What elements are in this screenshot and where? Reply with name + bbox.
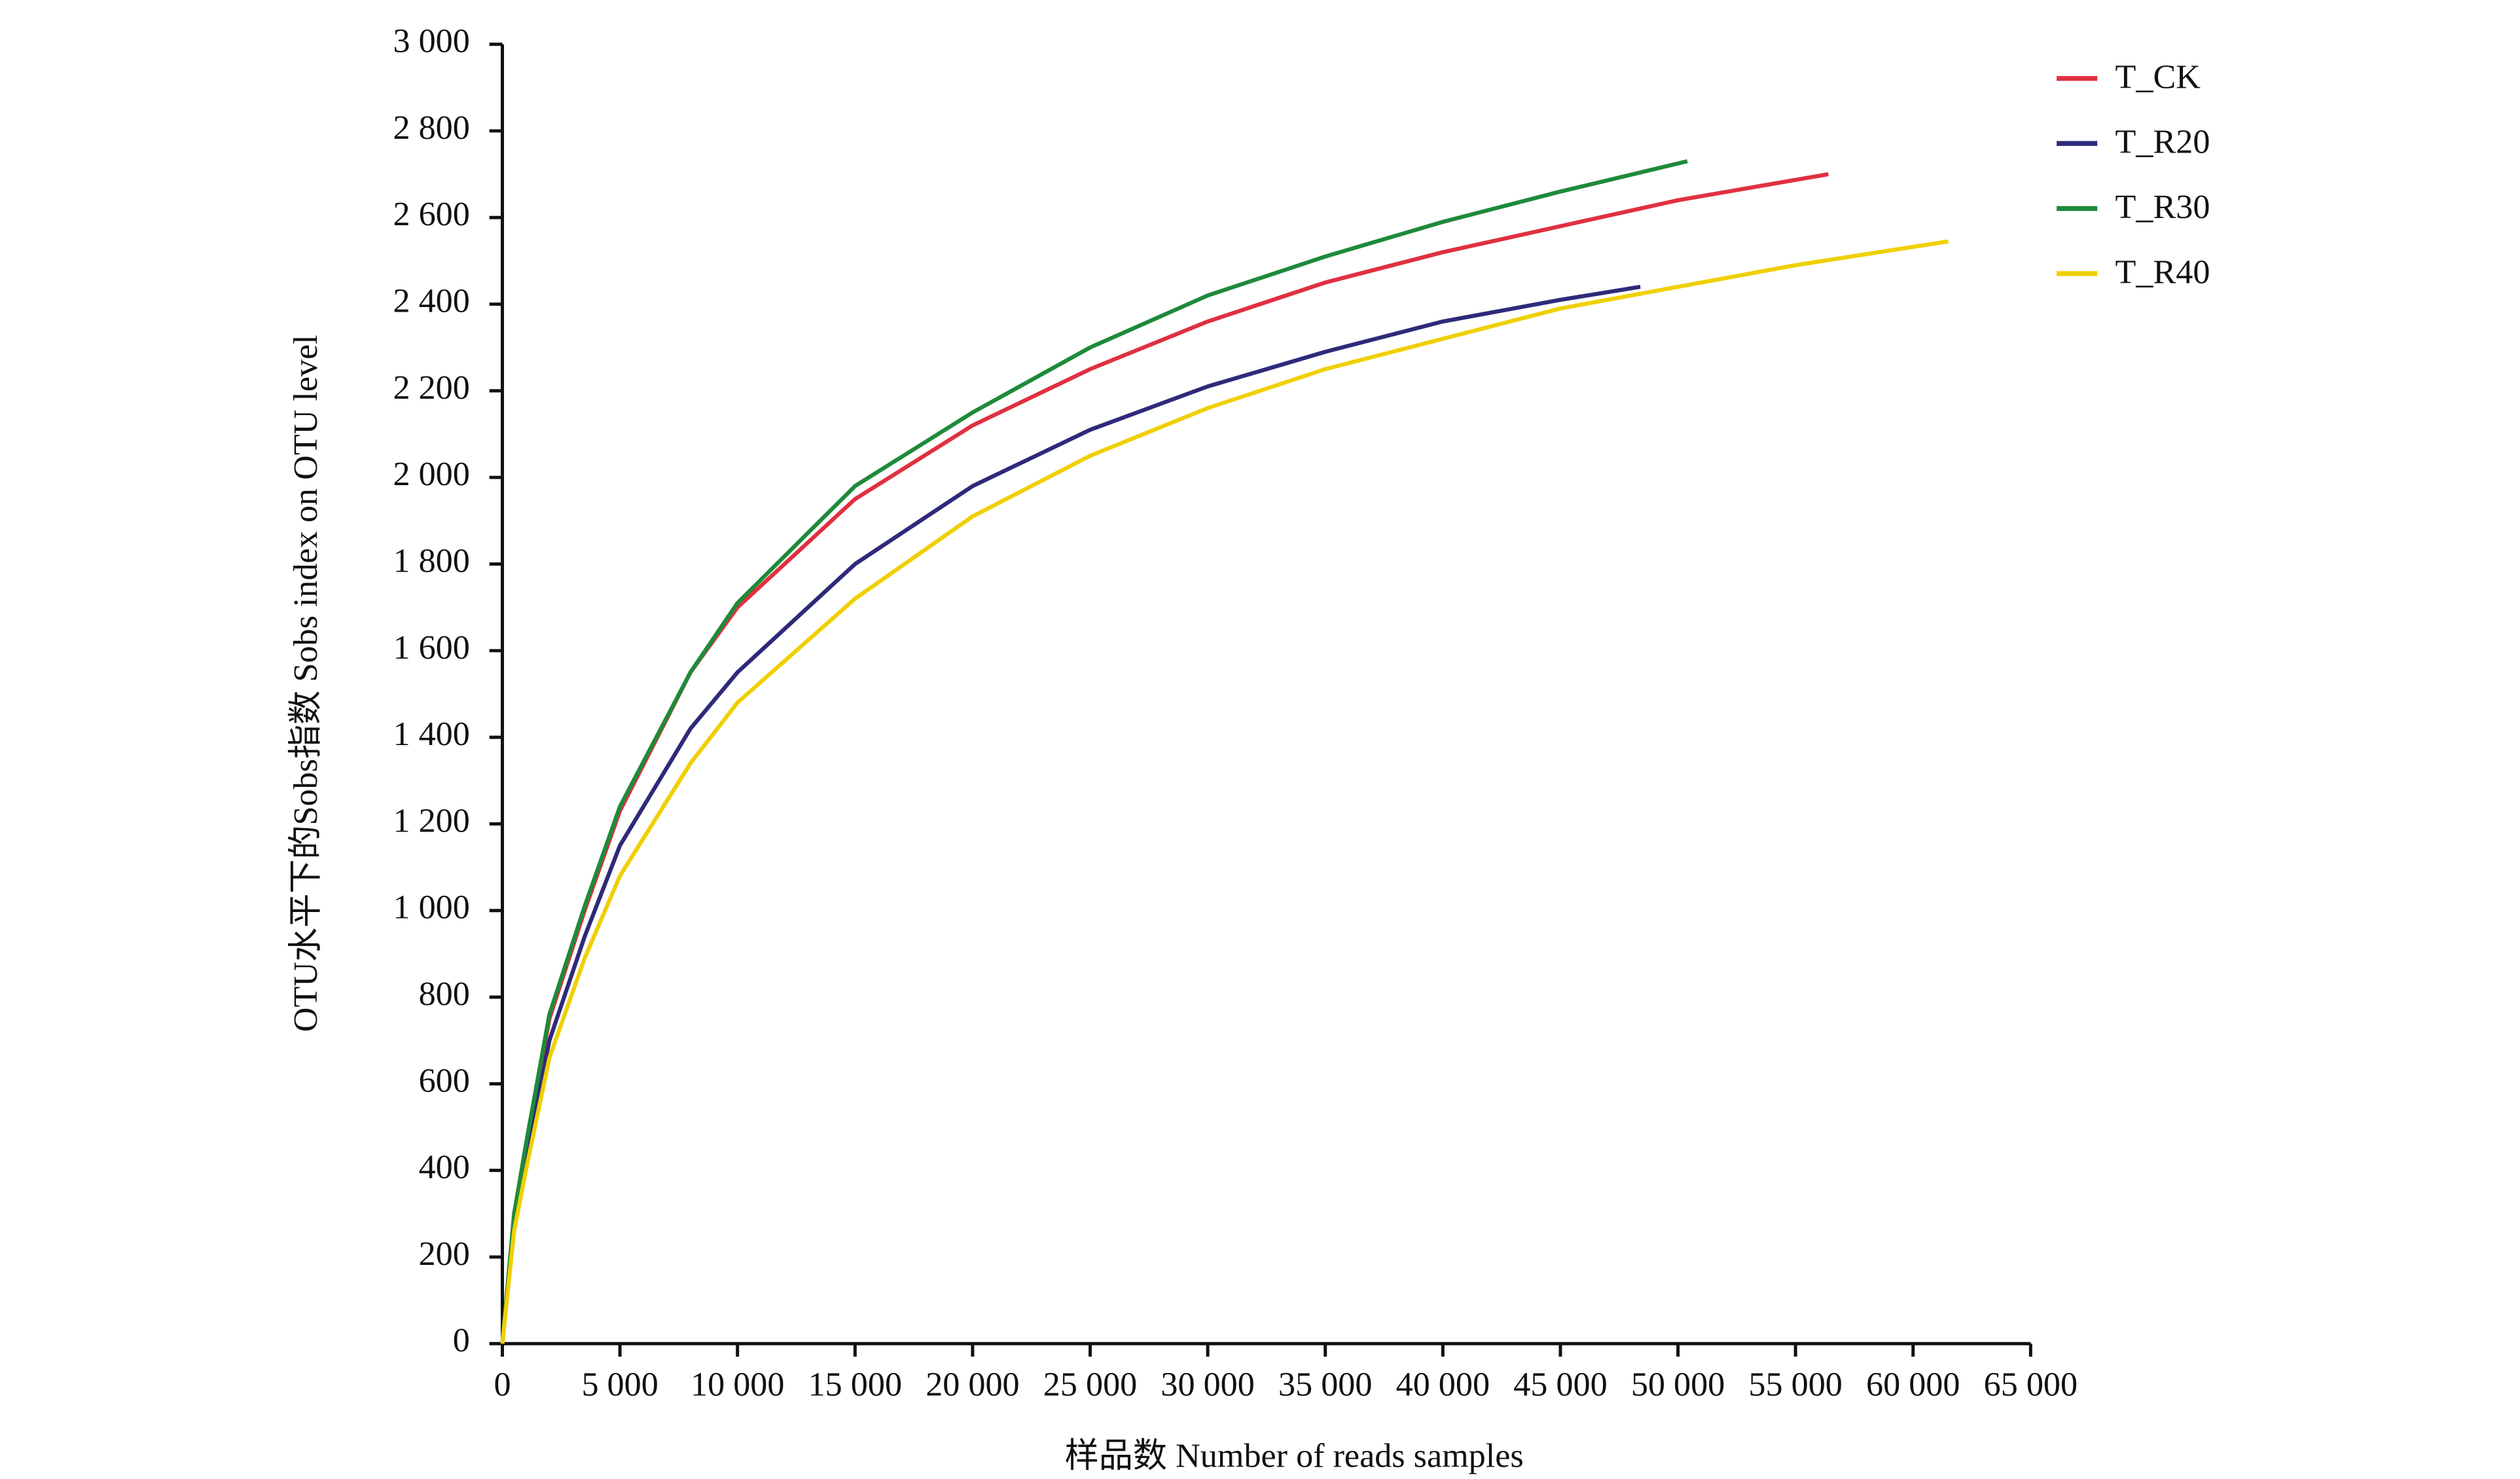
y-tick-label: 3 000: [393, 23, 469, 60]
x-tick-label: 10 000: [691, 1366, 784, 1403]
y-tick-label: 400: [419, 1149, 470, 1186]
y-tick-label: 2 200: [393, 369, 469, 407]
y-tick-label: 1 200: [393, 802, 469, 839]
legend-label: T_R20: [2115, 124, 2210, 161]
y-tick-label: 200: [419, 1235, 470, 1273]
x-tick-label: 35 000: [1278, 1366, 1372, 1403]
x-tick-label: 40 000: [1396, 1366, 1490, 1403]
series-line: [500, 172, 1829, 1344]
series-line: [500, 239, 1949, 1344]
y-tick-label: 600: [419, 1062, 470, 1099]
x-tick-label: 50 000: [1631, 1366, 1725, 1403]
y-tick-label: 0: [453, 1322, 470, 1359]
y-tick-label: 2 600: [393, 196, 469, 233]
x-tick-label: 60 000: [1866, 1366, 1960, 1403]
x-tick-label: 25 000: [1043, 1366, 1137, 1403]
y-tick-label: 1 400: [393, 716, 469, 753]
x-tick-label: 20 000: [926, 1366, 1019, 1403]
y-tick-label: 2 800: [393, 109, 469, 147]
x-tick-label: 0: [494, 1366, 511, 1403]
x-tick-label: 55 000: [1748, 1366, 1842, 1403]
y-tick-label: 1 600: [393, 629, 469, 666]
y-tick-label: 2 000: [393, 456, 469, 493]
y-tick-label: 2 400: [393, 283, 469, 320]
x-tick-label: 30 000: [1161, 1366, 1254, 1403]
series-line: [500, 285, 1641, 1344]
legend-label: T_CK: [2115, 58, 2201, 96]
y-axis-label: OTU水平下的Sobs指数 Sobs index on OTU level: [287, 335, 325, 1032]
x-tick-label: 5 000: [581, 1366, 658, 1403]
x-axis-label: 样品数 Number of reads samples: [1065, 1438, 1524, 1475]
x-tick-label: 15 000: [808, 1366, 902, 1403]
x-tick-label: 65 000: [1984, 1366, 2078, 1403]
x-tick-label: 45 000: [1513, 1366, 1607, 1403]
y-tick-label: 1 000: [393, 889, 469, 926]
y-tick-label: 1 800: [393, 542, 469, 579]
legend-label: T_R40: [2115, 253, 2210, 291]
y-tick-label: 800: [419, 976, 470, 1013]
legend-label: T_R30: [2115, 189, 2210, 226]
series-line: [500, 159, 1688, 1344]
